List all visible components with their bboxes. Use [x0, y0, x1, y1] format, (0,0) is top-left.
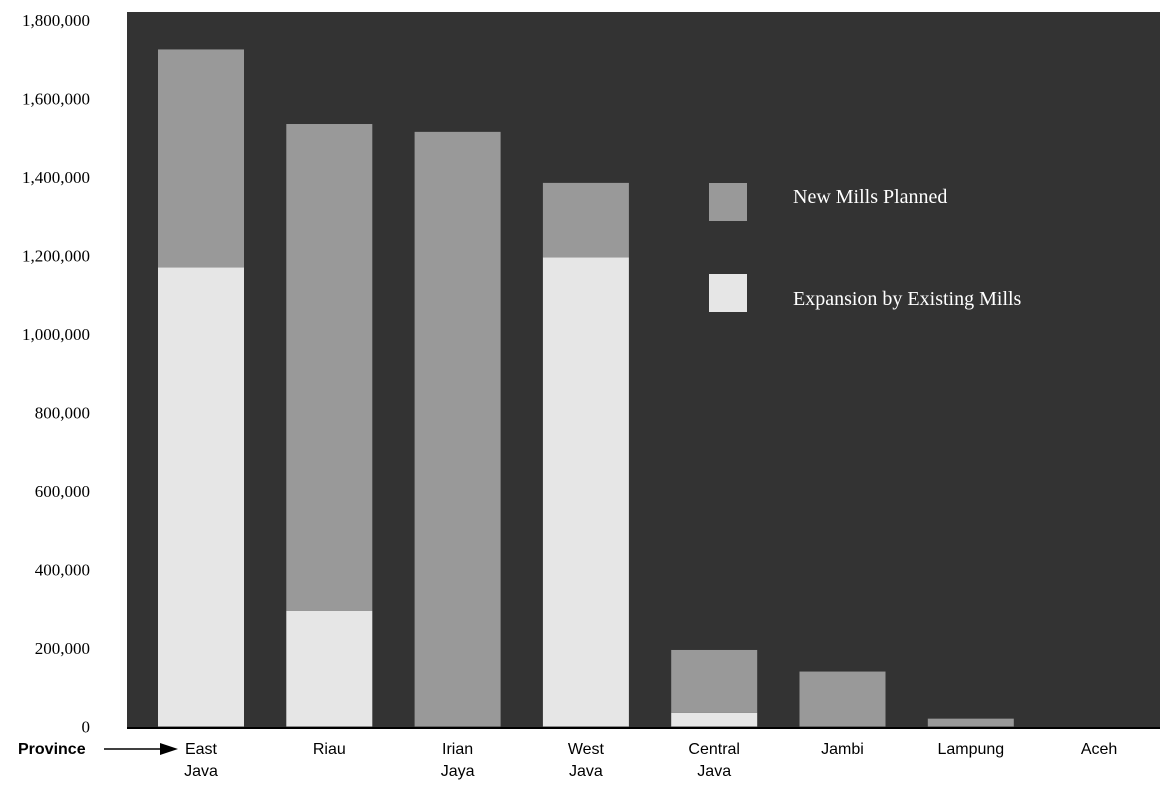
y-tick-label: 800,000 — [35, 404, 90, 423]
y-tick-label: 0 — [82, 718, 91, 737]
x-category-label-line: West — [568, 741, 605, 758]
x-category-label-line: Irian — [442, 741, 473, 758]
y-tick-label: 1,400,000 — [22, 168, 90, 187]
province-annotation: Province — [18, 741, 178, 758]
x-category-label-line: Java — [184, 763, 218, 780]
x-category-label-line: Central — [688, 741, 740, 758]
province-label: Province — [18, 741, 86, 758]
x-category-label: Jambi — [821, 741, 864, 758]
legend-label: Expansion by Existing Mills — [793, 288, 1022, 310]
y-tick-label: 1,600,000 — [22, 90, 90, 109]
legend: New Mills Planned Expansion by Existing M… — [709, 183, 1022, 312]
x-category-label: Central Java — [688, 741, 740, 780]
x-category-label-line: Jambi — [821, 741, 864, 758]
x-category-label-line: Riau — [313, 741, 346, 758]
bar-segment-new-mills — [799, 671, 886, 727]
legend-swatch — [709, 274, 747, 312]
legend-swatch — [709, 183, 747, 221]
y-tick-label: 1,200,000 — [22, 247, 90, 266]
bar-segment-new-mills — [158, 49, 244, 268]
x-category-label: East Java — [184, 741, 218, 780]
x-category-label-line: Aceh — [1081, 741, 1117, 758]
x-category-label-line: East — [185, 741, 218, 758]
bar-segment-expansion — [158, 267, 244, 727]
x-category-label: Irian Jaya — [441, 741, 475, 780]
bar-segment-new-mills — [286, 124, 373, 611]
x-category-label: West Java — [568, 741, 605, 780]
plot-area-background — [127, 12, 1160, 728]
y-tick-label: 200,000 — [35, 639, 90, 658]
y-tick-label: 600,000 — [35, 482, 90, 501]
bar-segment-new-mills — [542, 182, 629, 258]
x-category-label-line: Java — [697, 763, 731, 780]
bar-segment-expansion — [286, 610, 373, 727]
legend-label: New Mills Planned — [793, 186, 947, 208]
x-category-label-line: Lampung — [937, 741, 1004, 758]
bar-segment-new-mills — [927, 718, 1014, 727]
x-category-label: Aceh — [1081, 741, 1117, 758]
arrow-head-icon — [160, 743, 178, 755]
y-tick-label: 1,800,000 — [22, 11, 90, 30]
y-axis-tick-labels: 0 200,000 400,000 600,000 800,000 1,000,000 1,… — [22, 11, 90, 737]
bar-segment-expansion — [671, 712, 758, 727]
x-category-label-line: Java — [569, 763, 603, 780]
bar-segment-new-mills — [671, 649, 758, 713]
x-axis-category-labels: East Java Riau Irian Jaya West Java Central Java… — [184, 741, 1117, 780]
y-tick-label: 1,000,000 — [22, 325, 90, 344]
bar-segment-new-mills — [414, 131, 501, 727]
x-category-label-line: Jaya — [441, 763, 475, 780]
x-category-label: Lampung — [937, 741, 1004, 758]
bars-group — [158, 49, 1014, 727]
x-category-label: Riau — [313, 741, 346, 758]
bar-segment-expansion — [542, 257, 629, 727]
y-tick-label: 400,000 — [35, 561, 90, 580]
